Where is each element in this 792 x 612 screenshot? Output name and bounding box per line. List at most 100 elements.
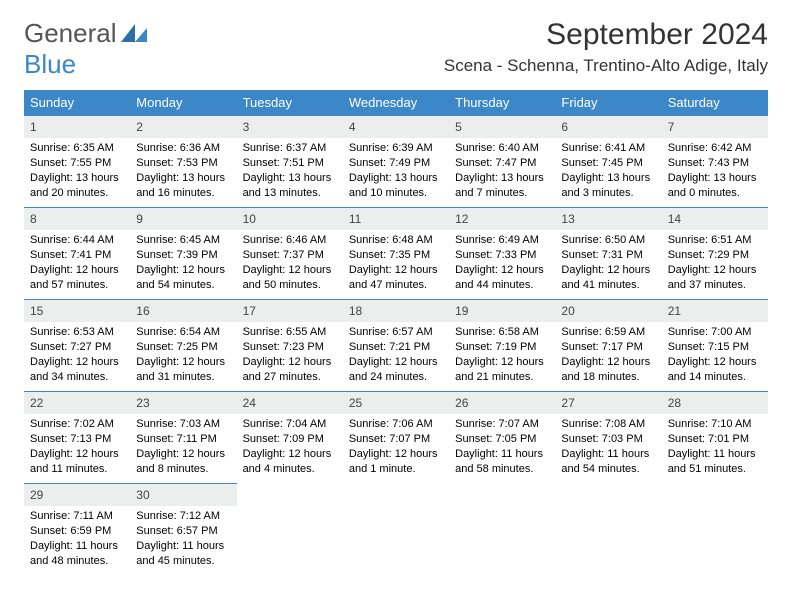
sunrise-line: Sunrise: 6:58 AM [455,325,549,340]
daylight-line: Daylight: 11 hours and 58 minutes. [455,447,549,477]
logo-word-b: Blue [24,49,76,79]
calendar-table: SundayMondayTuesdayWednesdayThursdayFrid… [24,90,768,576]
day-number: 7 [662,116,768,138]
day-number: 14 [662,208,768,230]
sunset-line: Sunset: 7:05 PM [455,432,549,447]
sunrise-line: Sunrise: 7:11 AM [30,509,124,524]
day-number: 25 [343,392,449,414]
day-content: Sunrise: 7:06 AMSunset: 7:07 PMDaylight:… [343,414,449,480]
day-content: Sunrise: 7:11 AMSunset: 6:59 PMDaylight:… [24,506,130,572]
sunrise-line: Sunrise: 6:35 AM [30,141,124,156]
calendar-cell: 23Sunrise: 7:03 AMSunset: 7:11 PMDayligh… [130,392,236,484]
day-number: 5 [449,116,555,138]
sunset-line: Sunset: 7:43 PM [668,156,762,171]
sunrise-line: Sunrise: 6:40 AM [455,141,549,156]
day-content: Sunrise: 6:58 AMSunset: 7:19 PMDaylight:… [449,322,555,388]
daylight-line: Daylight: 12 hours and 41 minutes. [561,263,655,293]
sunset-line: Sunset: 7:23 PM [243,340,337,355]
calendar-cell: 10Sunrise: 6:46 AMSunset: 7:37 PMDayligh… [237,208,343,300]
day-header: Monday [130,90,236,116]
day-number: 18 [343,300,449,322]
calendar-cell: 27Sunrise: 7:08 AMSunset: 7:03 PMDayligh… [555,392,661,484]
daylight-line: Daylight: 13 hours and 10 minutes. [349,171,443,201]
sunrise-line: Sunrise: 6:46 AM [243,233,337,248]
calendar-cell [449,484,555,576]
sunrise-line: Sunrise: 6:57 AM [349,325,443,340]
calendar-cell: 25Sunrise: 7:06 AMSunset: 7:07 PMDayligh… [343,392,449,484]
daylight-line: Daylight: 11 hours and 54 minutes. [561,447,655,477]
day-header: Tuesday [237,90,343,116]
sunrise-line: Sunrise: 6:55 AM [243,325,337,340]
calendar-cell: 7Sunrise: 6:42 AMSunset: 7:43 PMDaylight… [662,116,768,208]
sunset-line: Sunset: 6:57 PM [136,524,230,539]
daylight-line: Daylight: 12 hours and 8 minutes. [136,447,230,477]
day-content: Sunrise: 6:54 AMSunset: 7:25 PMDaylight:… [130,322,236,388]
daylight-line: Daylight: 12 hours and 31 minutes. [136,355,230,385]
day-number: 27 [555,392,661,414]
daylight-line: Daylight: 12 hours and 18 minutes. [561,355,655,385]
calendar-cell: 12Sunrise: 6:49 AMSunset: 7:33 PMDayligh… [449,208,555,300]
day-content: Sunrise: 6:35 AMSunset: 7:55 PMDaylight:… [24,138,130,204]
calendar-row: 22Sunrise: 7:02 AMSunset: 7:13 PMDayligh… [24,392,768,484]
day-content: Sunrise: 7:07 AMSunset: 7:05 PMDaylight:… [449,414,555,480]
day-content: Sunrise: 6:55 AMSunset: 7:23 PMDaylight:… [237,322,343,388]
daylight-line: Daylight: 13 hours and 3 minutes. [561,171,655,201]
calendar-cell: 11Sunrise: 6:48 AMSunset: 7:35 PMDayligh… [343,208,449,300]
location-text: Scena - Schenna, Trentino-Alto Adige, It… [444,56,768,76]
daylight-line: Daylight: 12 hours and 47 minutes. [349,263,443,293]
calendar-cell: 13Sunrise: 6:50 AMSunset: 7:31 PMDayligh… [555,208,661,300]
day-number: 20 [555,300,661,322]
logo-text: General Blue [24,18,149,80]
calendar-cell: 4Sunrise: 6:39 AMSunset: 7:49 PMDaylight… [343,116,449,208]
daylight-line: Daylight: 13 hours and 13 minutes. [243,171,337,201]
logo-triangle-icon [121,18,149,49]
day-content: Sunrise: 6:51 AMSunset: 7:29 PMDaylight:… [662,230,768,296]
day-content: Sunrise: 6:44 AMSunset: 7:41 PMDaylight:… [24,230,130,296]
daylight-line: Daylight: 11 hours and 48 minutes. [30,539,124,569]
sunrise-line: Sunrise: 6:59 AM [561,325,655,340]
day-number: 22 [24,392,130,414]
sunset-line: Sunset: 7:11 PM [136,432,230,447]
sunrise-line: Sunrise: 7:12 AM [136,509,230,524]
sunset-line: Sunset: 7:01 PM [668,432,762,447]
daylight-line: Daylight: 12 hours and 11 minutes. [30,447,124,477]
day-header: Saturday [662,90,768,116]
sunrise-line: Sunrise: 6:39 AM [349,141,443,156]
sunrise-line: Sunrise: 7:03 AM [136,417,230,432]
sunset-line: Sunset: 7:51 PM [243,156,337,171]
sunset-line: Sunset: 7:37 PM [243,248,337,263]
calendar-cell: 29Sunrise: 7:11 AMSunset: 6:59 PMDayligh… [24,484,130,576]
sunrise-line: Sunrise: 7:00 AM [668,325,762,340]
daylight-line: Daylight: 12 hours and 21 minutes. [455,355,549,385]
calendar-cell: 9Sunrise: 6:45 AMSunset: 7:39 PMDaylight… [130,208,236,300]
day-content: Sunrise: 6:59 AMSunset: 7:17 PMDaylight:… [555,322,661,388]
sunrise-line: Sunrise: 6:53 AM [30,325,124,340]
calendar-cell: 24Sunrise: 7:04 AMSunset: 7:09 PMDayligh… [237,392,343,484]
day-content: Sunrise: 7:02 AMSunset: 7:13 PMDaylight:… [24,414,130,480]
calendar-cell: 2Sunrise: 6:36 AMSunset: 7:53 PMDaylight… [130,116,236,208]
sunset-line: Sunset: 7:55 PM [30,156,124,171]
calendar-cell: 22Sunrise: 7:02 AMSunset: 7:13 PMDayligh… [24,392,130,484]
day-content: Sunrise: 6:48 AMSunset: 7:35 PMDaylight:… [343,230,449,296]
title-block: September 2024 Scena - Schenna, Trentino… [444,18,768,76]
calendar-cell: 8Sunrise: 6:44 AMSunset: 7:41 PMDaylight… [24,208,130,300]
sunset-line: Sunset: 7:09 PM [243,432,337,447]
sunrise-line: Sunrise: 7:10 AM [668,417,762,432]
calendar-cell: 3Sunrise: 6:37 AMSunset: 7:51 PMDaylight… [237,116,343,208]
sunset-line: Sunset: 7:47 PM [455,156,549,171]
day-content: Sunrise: 7:10 AMSunset: 7:01 PMDaylight:… [662,414,768,480]
sunset-line: Sunset: 7:07 PM [349,432,443,447]
sunset-line: Sunset: 7:03 PM [561,432,655,447]
day-content: Sunrise: 6:40 AMSunset: 7:47 PMDaylight:… [449,138,555,204]
sunrise-line: Sunrise: 6:48 AM [349,233,443,248]
day-content: Sunrise: 6:49 AMSunset: 7:33 PMDaylight:… [449,230,555,296]
day-number: 6 [555,116,661,138]
calendar-cell: 1Sunrise: 6:35 AMSunset: 7:55 PMDaylight… [24,116,130,208]
sunset-line: Sunset: 7:25 PM [136,340,230,355]
day-content: Sunrise: 7:03 AMSunset: 7:11 PMDaylight:… [130,414,236,480]
calendar-cell: 15Sunrise: 6:53 AMSunset: 7:27 PMDayligh… [24,300,130,392]
calendar-row: 29Sunrise: 7:11 AMSunset: 6:59 PMDayligh… [24,484,768,576]
day-number: 9 [130,208,236,230]
header: General Blue September 2024 Scena - Sche… [24,18,768,80]
calendar-cell: 14Sunrise: 6:51 AMSunset: 7:29 PMDayligh… [662,208,768,300]
